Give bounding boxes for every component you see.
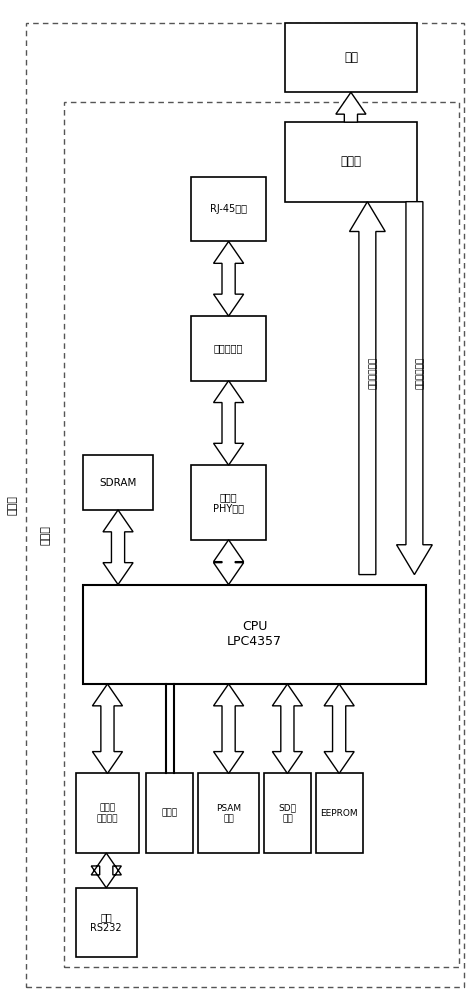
Bar	[285, 122, 417, 202]
Bar	[264, 773, 311, 853]
Text: 天线板: 天线板	[340, 155, 361, 168]
Text: 友卡器: 友卡器	[7, 495, 17, 515]
Polygon shape	[336, 92, 366, 122]
Bar	[83, 585, 426, 684]
Bar	[316, 773, 363, 853]
Polygon shape	[214, 241, 244, 316]
Text: 看门狗: 看门狗	[162, 809, 178, 818]
Text: SD卡
接口: SD卡 接口	[278, 804, 297, 823]
Text: 电平转
接转芯片: 电平转 接转芯片	[97, 804, 118, 823]
Text: 射频前向馓路: 射频前向馓路	[369, 357, 378, 389]
Text: SDRAM: SDRAM	[99, 478, 137, 488]
Polygon shape	[92, 684, 122, 773]
Bar	[191, 177, 266, 241]
Bar	[76, 773, 139, 853]
Polygon shape	[103, 510, 133, 585]
Bar	[83, 455, 153, 510]
Text: RJ-45接口: RJ-45接口	[210, 204, 247, 214]
Bar	[64, 102, 459, 967]
Text: 综合: 综合	[344, 51, 358, 64]
Text: 射频反向馓路: 射频反向馓路	[416, 357, 425, 389]
Polygon shape	[214, 381, 244, 465]
Polygon shape	[272, 684, 302, 773]
Text: PSAM
卡槽: PSAM 卡槽	[216, 804, 241, 823]
Polygon shape	[214, 684, 244, 773]
Text: CPU
LPC4357: CPU LPC4357	[227, 620, 282, 648]
Polygon shape	[324, 684, 354, 773]
Polygon shape	[214, 540, 244, 585]
Bar	[191, 316, 266, 381]
Text: 串口
RS232: 串口 RS232	[90, 912, 122, 933]
Bar	[76, 888, 137, 957]
Text: 变压器电路: 变压器电路	[214, 343, 243, 353]
Bar	[191, 465, 266, 540]
Bar	[146, 773, 193, 853]
Text: EEPROM: EEPROM	[320, 809, 358, 818]
Polygon shape	[349, 202, 385, 575]
Polygon shape	[91, 853, 121, 888]
Text: 主控板: 主控板	[40, 525, 50, 545]
Bar	[285, 23, 417, 92]
Bar	[198, 773, 259, 853]
Text: 以太网
PHY芯片: 以太网 PHY芯片	[213, 492, 244, 513]
Polygon shape	[397, 202, 432, 575]
